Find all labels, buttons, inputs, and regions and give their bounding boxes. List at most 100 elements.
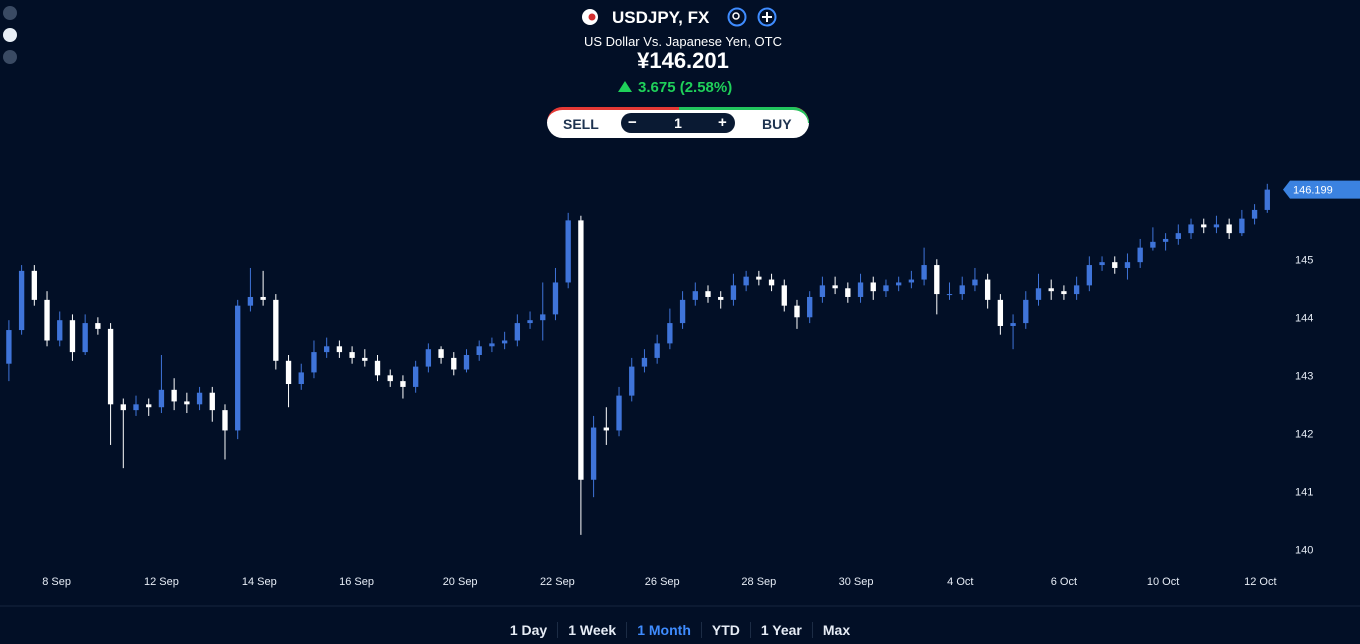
candle-body [82, 323, 88, 353]
candle-body [438, 349, 444, 358]
candle-body [1239, 218, 1245, 234]
candle-body [209, 392, 215, 411]
candle-body [718, 296, 724, 300]
candle-body [654, 343, 660, 358]
candle-body [184, 401, 190, 405]
candle-body [756, 276, 762, 280]
candle-body [552, 282, 559, 315]
candle-body [285, 360, 292, 385]
candle-body [57, 320, 63, 341]
candle-body [972, 279, 978, 286]
x-tick-label: 4 Oct [947, 576, 973, 588]
candle-body [781, 285, 787, 306]
search-button[interactable] [727, 7, 747, 27]
candle-body [273, 299, 279, 361]
candle-body [1213, 224, 1220, 228]
y-tick-label: 143 [1295, 370, 1313, 382]
y-tick-label: 144 [1295, 312, 1313, 324]
candle-body [896, 282, 902, 286]
candle-body [95, 323, 101, 329]
candle-body [107, 328, 114, 405]
candle-body [692, 291, 698, 300]
candle-body [18, 270, 25, 331]
candle-body [298, 372, 304, 385]
price: ¥146.201 [637, 48, 729, 73]
candle-body [934, 265, 940, 295]
candle-body [565, 220, 571, 283]
candle-body [845, 288, 851, 297]
candle-body [133, 404, 139, 411]
add-button[interactable] [757, 7, 777, 27]
candle-body [984, 279, 991, 300]
y-tick-label: 145 [1295, 254, 1313, 266]
candle-body [1251, 209, 1258, 219]
icon[interactable] [3, 6, 17, 20]
header-icons [582, 7, 777, 27]
range-button[interactable]: 1 Month [626, 622, 701, 638]
candle-body [1023, 299, 1029, 324]
candle-body [590, 427, 597, 480]
candle-body [235, 305, 241, 431]
candle-body [1226, 224, 1232, 234]
candle-body [158, 389, 165, 408]
x-tick-label: 30 Sep [839, 576, 874, 588]
candle-body [578, 220, 584, 480]
candle-body [1035, 288, 1042, 300]
candle-body [1201, 224, 1207, 228]
candle-body [870, 282, 876, 292]
candle-body [463, 355, 470, 370]
candle-body [794, 305, 800, 318]
candle-body [1175, 233, 1181, 239]
candle-body [260, 296, 266, 300]
candle-body [1137, 247, 1143, 263]
x-tick-label: 8 Sep [42, 576, 71, 588]
candle-body [501, 340, 508, 344]
candle-body [705, 291, 711, 297]
candle-body [374, 360, 381, 376]
last-price-tag [1283, 180, 1360, 199]
candle-body [489, 343, 495, 347]
x-tick-label: 10 Oct [1147, 576, 1179, 588]
candle-body [44, 299, 50, 341]
candle-body [6, 330, 12, 364]
candle-body [387, 375, 393, 382]
candle-body [921, 265, 927, 280]
candle-body [1188, 224, 1194, 234]
y-tick-label: 142 [1295, 428, 1313, 440]
candle-body [247, 296, 254, 306]
x-tick-label: 6 Oct [1051, 576, 1077, 588]
buy-button[interactable]: BUY [762, 116, 792, 132]
decrease-button[interactable]: − [628, 114, 637, 131]
icon[interactable] [3, 50, 17, 64]
range-button[interactable]: 1 Year [749, 622, 812, 638]
candle-body [196, 392, 203, 405]
candle-body [31, 270, 37, 300]
icon[interactable] [3, 28, 17, 42]
candle-body [603, 427, 609, 431]
change: 3.675 (2.58%) [638, 79, 733, 96]
plus [762, 12, 772, 22]
candle-body [730, 285, 737, 300]
range-button[interactable]: 1 Week [557, 622, 626, 638]
sell-button[interactable]: SELL [563, 116, 599, 132]
increase-button[interactable]: + [718, 114, 727, 131]
candle-body [1073, 285, 1080, 295]
range-button[interactable]: YTD [700, 622, 750, 638]
candle-body [69, 320, 76, 353]
candle-body [1112, 262, 1118, 268]
candle-body [997, 299, 1004, 326]
candle-body [451, 357, 457, 370]
candle-body [832, 285, 838, 289]
candle-body [400, 381, 406, 387]
candle-body [146, 404, 152, 408]
flag-dot [588, 13, 596, 21]
candle-body [1099, 262, 1105, 266]
candle-body [819, 285, 826, 297]
quantity[interactable]: 1 [674, 115, 682, 131]
candle-body [476, 346, 482, 355]
range-button[interactable]: Max [811, 622, 860, 638]
range-button[interactable]: 1 Day [509, 622, 548, 638]
quantity-box [621, 113, 735, 133]
y-tick-label: 141 [1295, 486, 1313, 498]
